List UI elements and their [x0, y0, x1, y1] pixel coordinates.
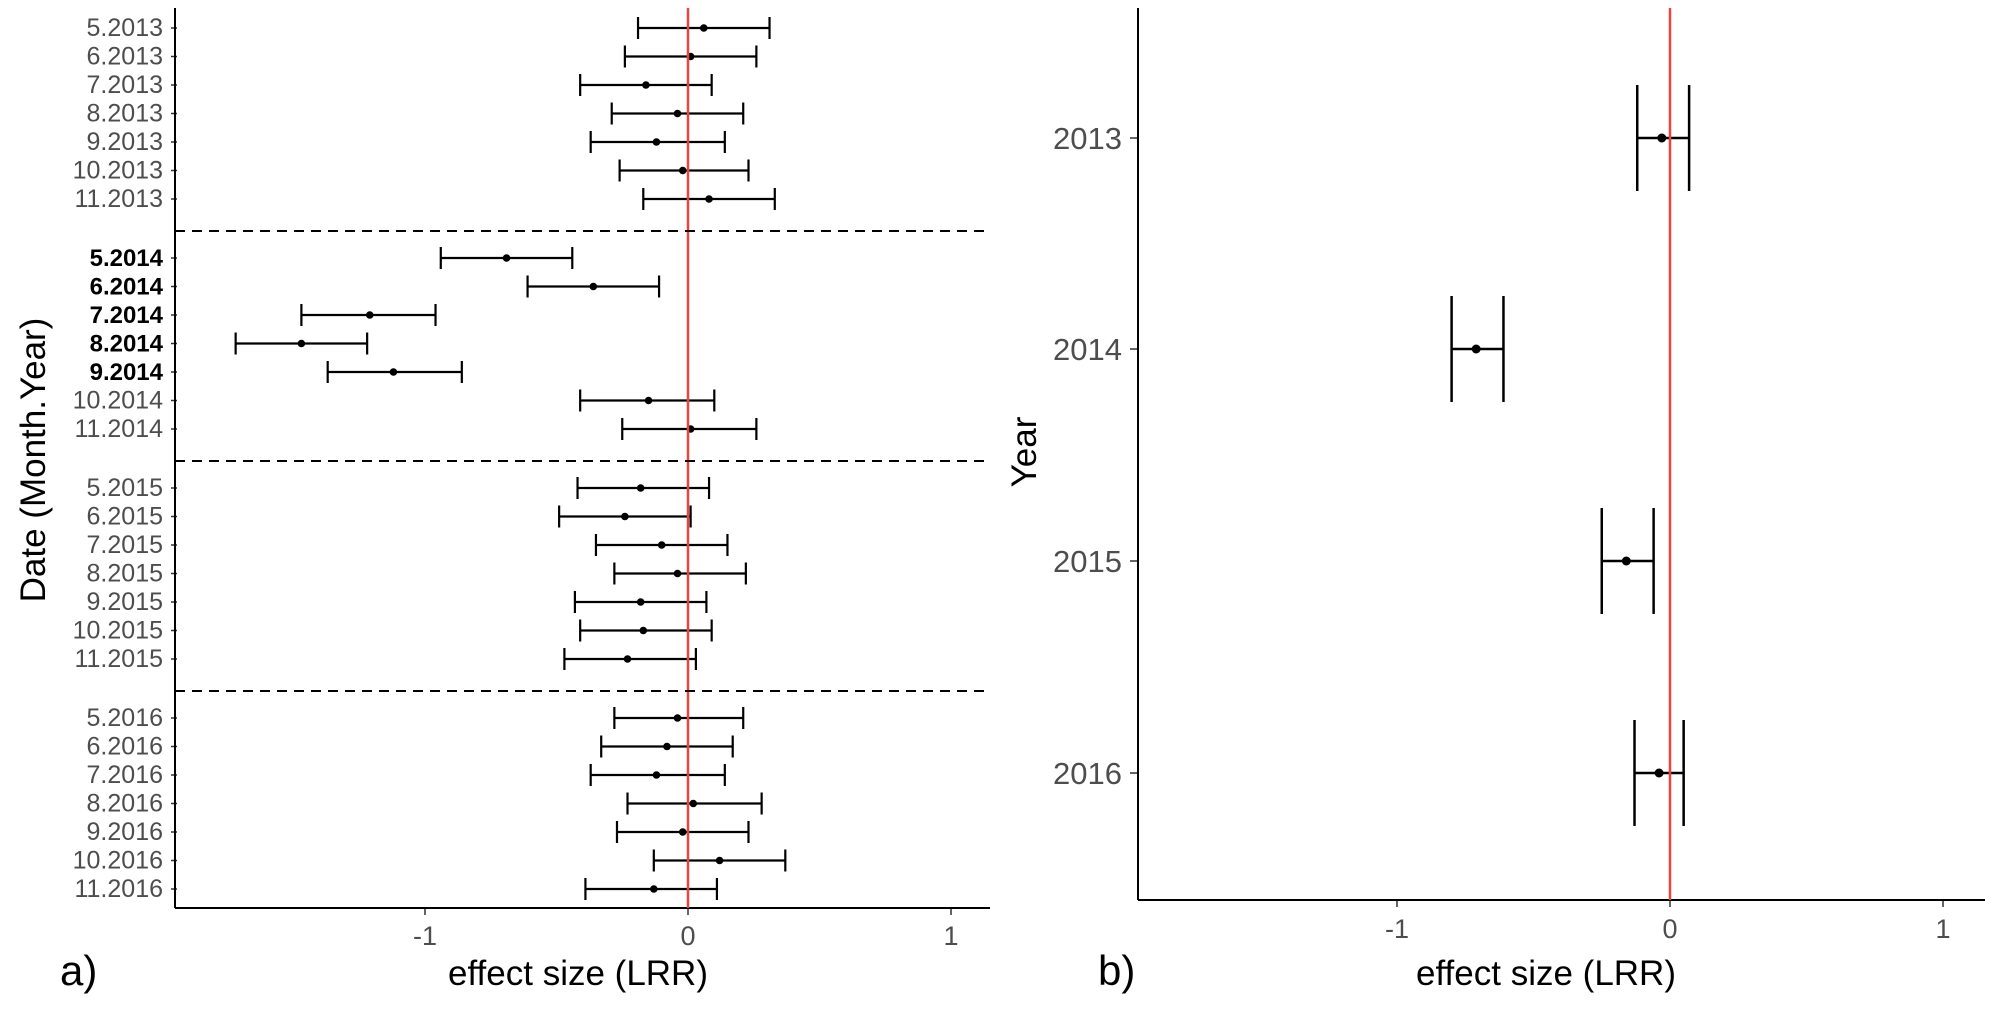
panel-a-x-tick-label: 0	[680, 921, 695, 951]
panel-a-row-y-tick-label: 6.2013	[87, 43, 163, 71]
panel-a-row-y-tick-label: 8.2016	[87, 790, 163, 818]
panel-a-row-point	[715, 856, 724, 865]
panel-b-y-axis-title: Year	[1005, 416, 1044, 487]
panel-b-point	[1654, 768, 1664, 778]
panel-a-row-y-tick-label: 11.2016	[74, 875, 163, 903]
panel-b-point	[1657, 133, 1667, 143]
panel-a-row-y-tick-label: 9.2016	[87, 818, 163, 846]
panel-a-row-y-tick-label: 7.2014	[90, 302, 164, 329]
panel-a-row-y-tick-label: 9.2015	[87, 588, 163, 616]
panel-a-row-point	[673, 569, 682, 578]
panel-a-row-y-tick-label: 7.2013	[87, 71, 163, 99]
panel-a-row-point	[621, 512, 629, 521]
panel-a-row-y-tick-label: 8.2015	[87, 560, 163, 588]
panel-a-row-point	[657, 541, 666, 549]
panel-b-x-axis-title: effect size (LRR)	[1416, 954, 1676, 993]
panel-a-row-y-tick-label: 5.2015	[87, 474, 163, 502]
panel-a-row-point	[365, 311, 374, 319]
panel-a-row-y-tick-label: 10.2016	[73, 847, 163, 875]
panel-a-y-axis-title: Date (Month.Year)	[14, 318, 53, 603]
panel-a-row-point	[650, 885, 658, 893]
panel-a-row-point	[636, 598, 645, 606]
panel-a-row-point	[642, 81, 650, 89]
panel-b-x-tick-label: 1	[1935, 914, 1950, 944]
panel-b-point	[1471, 344, 1481, 354]
panel-a-row-point	[589, 282, 598, 291]
panel-a-row-point	[699, 24, 708, 32]
panel-a-row-point	[636, 484, 645, 492]
panel-a-row-point	[389, 368, 398, 376]
panel-a-row-y-tick-label: 6.2014	[90, 274, 164, 301]
panel-a-row-point	[705, 195, 713, 203]
panel-b-y-tick-label: 2013	[1053, 121, 1122, 156]
panel-a-x-tick-label: 1	[943, 921, 958, 951]
panel-b-x-tick-label: 0	[1662, 914, 1677, 944]
panel-a-row-y-tick-label: 11.2014	[74, 415, 163, 443]
panel-a-x-axis-title: effect size (LRR)	[448, 954, 708, 993]
panel-b-x-ticks: -1 0 1	[1385, 900, 1951, 944]
panel-a-row-y-tick-label: 10.2014	[73, 387, 163, 415]
panel-b-y-tick-label: 2015	[1053, 544, 1122, 579]
panel-b-label: b)	[1098, 947, 1135, 994]
panel-a-row-point	[502, 254, 511, 262]
panel-a-row-point	[678, 166, 687, 175]
panel-a-row-point	[673, 714, 682, 722]
panel-b-point	[1621, 556, 1631, 566]
panel-a-x-ticks: -1 0 1	[413, 908, 959, 951]
panel-a-rows: 5.20136.20137.20138.20139.201310.201311.…	[73, 14, 787, 903]
panel-a-row-point	[663, 742, 671, 751]
panel-a-row-y-tick-label: 10.2015	[73, 617, 163, 645]
panel-a-row-point	[297, 339, 306, 348]
panel-a-row-y-tick-label: 8.2013	[87, 100, 163, 128]
panel-a-row-point	[639, 626, 648, 635]
panel-a-row-y-tick-label: 5.2016	[87, 704, 163, 732]
panel-a-row-y-tick-label: 11.2013	[74, 185, 163, 213]
panel-a-row-y-tick-label: 7.2015	[87, 531, 163, 559]
panel-a-row-point	[673, 109, 682, 118]
panel-b-rows: 2013 2014 2015 2016	[1053, 85, 1691, 826]
panel-a-row-y-tick-label: 5.2013	[87, 14, 163, 42]
panel-a-row-y-tick-label: 5.2014	[90, 245, 164, 272]
panel-a-row-point	[689, 799, 698, 808]
panel-b-y-tick-label: 2016	[1053, 756, 1122, 791]
panel-a-label: a)	[60, 947, 97, 994]
panel-a-row-y-tick-label: 6.2016	[87, 733, 163, 761]
panel-a-row-y-tick-label: 8.2014	[90, 331, 164, 358]
panel-b-y-tick-label: 2014	[1053, 332, 1122, 367]
panel-a-row-point	[652, 771, 661, 779]
panel-a-row-y-tick-label: 6.2015	[87, 503, 163, 531]
panel-a-row-y-tick-label: 9.2014	[90, 359, 164, 386]
panel-a: -1 0 1 5.20136.20137.20138.20139.201310.20…	[14, 8, 990, 994]
panel-b-x-tick-label: -1	[1385, 914, 1409, 944]
panel-a-row-point	[644, 396, 653, 405]
panel-a-row-point	[678, 828, 687, 836]
panel-a-row-y-tick-label: 7.2016	[87, 761, 163, 789]
panel-a-row-y-tick-label: 10.2013	[73, 157, 163, 185]
panel-a-row-point	[623, 655, 632, 663]
panel-a-row-y-tick-label: 11.2015	[74, 645, 163, 673]
panel-a-row-point	[652, 138, 661, 146]
panel-a-x-tick-label: -1	[413, 921, 437, 951]
panel-a-row-y-tick-label: 9.2013	[87, 128, 163, 156]
